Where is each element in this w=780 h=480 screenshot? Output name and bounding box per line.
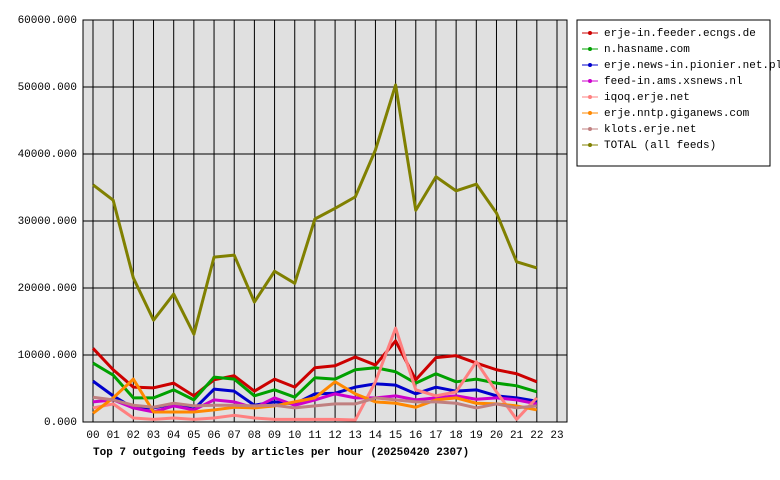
legend-label: erje.news-in.pionier.net.pl bbox=[604, 60, 780, 72]
series-line bbox=[92, 377, 538, 415]
plot-frame bbox=[82, 19, 568, 423]
x-tick-label: 20 bbox=[490, 430, 503, 442]
x-tick-label: 14 bbox=[369, 430, 383, 442]
legend-label: klots.erje.net bbox=[604, 124, 696, 136]
series-line bbox=[92, 395, 537, 410]
y-tick-label: 60000.000 bbox=[18, 15, 77, 27]
y-tick-label: 50000.000 bbox=[18, 82, 77, 94]
chart-title: Top 7 outgoing feeds by articles per hou… bbox=[93, 447, 469, 459]
y-tick-label: 20000.000 bbox=[18, 283, 77, 295]
x-tick-label: 08 bbox=[248, 430, 261, 442]
legend-label: TOTAL (all feeds) bbox=[604, 140, 716, 152]
x-tick-label: 16 bbox=[409, 430, 422, 442]
y-tick-label: 10000.000 bbox=[18, 350, 77, 362]
x-tick-label: 22 bbox=[530, 430, 543, 442]
x-tick-label: 23 bbox=[550, 430, 563, 442]
x-tick-label: 06 bbox=[207, 430, 220, 442]
legend-marker bbox=[588, 47, 592, 51]
x-tick-label: 17 bbox=[429, 430, 442, 442]
x-tick-label: 00 bbox=[86, 430, 99, 442]
y-tick-label: 0.000 bbox=[44, 417, 77, 429]
legend-marker bbox=[588, 79, 592, 83]
x-tick-label: 15 bbox=[389, 430, 402, 442]
series-line bbox=[92, 392, 538, 414]
x-tick-label: 09 bbox=[268, 430, 281, 442]
x-tick-label: 07 bbox=[228, 430, 241, 442]
x-tick-label: 18 bbox=[450, 430, 463, 442]
series-line bbox=[91, 339, 538, 398]
legend-label: feed-in.ams.xsnews.nl bbox=[604, 76, 743, 88]
legend-label: iqoq.erje.net bbox=[604, 92, 690, 104]
legend-marker bbox=[588, 143, 592, 147]
x-tick-label: 02 bbox=[127, 430, 140, 442]
x-tick-label: 01 bbox=[107, 430, 121, 442]
y-tick-label: 30000.000 bbox=[18, 216, 77, 228]
x-tick-label: 21 bbox=[510, 430, 524, 442]
x-tick-label: 11 bbox=[308, 430, 322, 442]
x-tick-label: 13 bbox=[349, 430, 362, 442]
series-line bbox=[92, 326, 538, 422]
x-tick-label: 03 bbox=[147, 430, 160, 442]
legend-marker bbox=[588, 31, 592, 35]
x-tick-label: 12 bbox=[328, 430, 341, 442]
legend-box bbox=[576, 19, 771, 167]
y-tick-label: 40000.000 bbox=[18, 149, 77, 161]
legend-marker bbox=[588, 127, 592, 131]
legend-marker bbox=[588, 111, 592, 115]
legend-label: erje-in.feeder.ecngs.de bbox=[604, 28, 756, 40]
x-tick-label: 10 bbox=[288, 430, 301, 442]
x-tick-label: 19 bbox=[470, 430, 483, 442]
legend-label: erje.nntp.giganews.com bbox=[604, 108, 750, 120]
legend-marker bbox=[588, 95, 592, 99]
legend-marker bbox=[588, 63, 592, 67]
series-line bbox=[92, 83, 538, 336]
legend-label: n.hasname.com bbox=[604, 44, 690, 56]
x-tick-label: 05 bbox=[187, 430, 200, 442]
x-tick-label: 04 bbox=[167, 430, 181, 442]
